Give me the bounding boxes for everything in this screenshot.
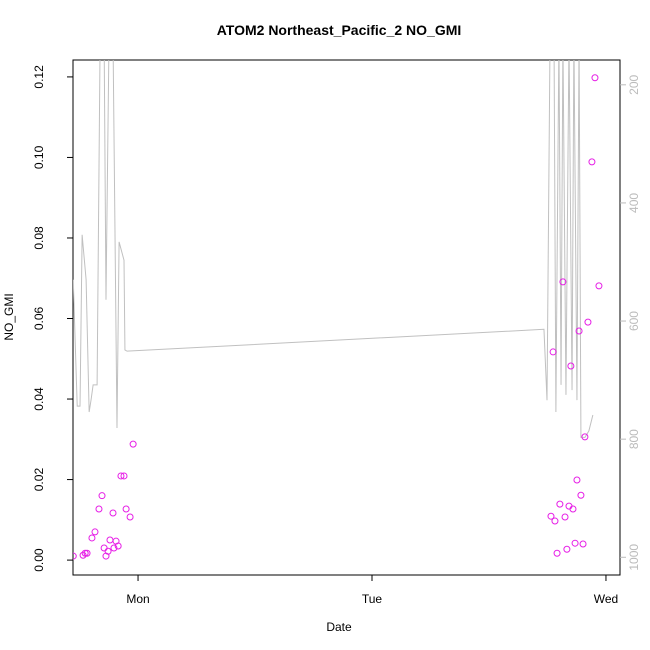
y-tick-label: 0.08 [32, 226, 46, 250]
point [110, 544, 118, 552]
point [591, 74, 599, 82]
point [81, 549, 89, 557]
line [73, 60, 594, 438]
point [122, 505, 130, 513]
y2-tick-label: 1000 [627, 544, 641, 571]
y-tick-label: 0.00 [32, 548, 46, 572]
point [579, 540, 587, 548]
point [569, 505, 577, 513]
point [571, 539, 579, 547]
point [561, 513, 569, 521]
point [595, 282, 603, 290]
point [126, 513, 134, 521]
x-tick-label: Tue [362, 592, 383, 606]
point [577, 491, 585, 499]
y-tick-label: 0.02 [32, 468, 46, 492]
point [104, 547, 112, 555]
point [549, 348, 557, 356]
point [91, 528, 99, 536]
point [584, 318, 592, 326]
plot-area [73, 60, 603, 560]
point [129, 440, 137, 448]
point [120, 472, 128, 480]
chart-title: ATOM2 Northeast_Pacific_2 NO_GMI [217, 22, 462, 38]
point [117, 472, 125, 480]
plot-frame [72, 59, 621, 576]
point [573, 476, 581, 484]
y2-tick-label: 600 [627, 311, 641, 331]
y-tick-label: 0.12 [32, 65, 46, 89]
point [114, 542, 122, 550]
point [567, 362, 575, 370]
point [551, 517, 559, 525]
y-tick-label: 0.10 [32, 145, 46, 169]
x-tick-label: Wed [594, 592, 618, 606]
point [100, 544, 108, 552]
point [88, 534, 96, 542]
point [588, 158, 596, 166]
y2-tick-label: 400 [627, 193, 641, 213]
point [79, 551, 87, 559]
y-tick-label: 0.04 [32, 387, 46, 411]
point [109, 509, 117, 517]
y2-tick-label: 200 [627, 74, 641, 94]
y2-tick-label: 800 [627, 429, 641, 449]
y-tick-label: 0.06 [32, 307, 46, 331]
point [547, 512, 555, 520]
y-axis-label: NO_GMI [2, 293, 16, 340]
point [575, 327, 583, 335]
point [563, 545, 571, 553]
point [73, 552, 77, 560]
point [98, 492, 106, 500]
point [95, 505, 103, 513]
point [581, 433, 589, 441]
point [556, 500, 564, 508]
x-axis-label: Date [326, 620, 352, 634]
point [83, 549, 91, 557]
point [559, 278, 567, 286]
x-tick-label: Mon [126, 592, 149, 606]
point [106, 536, 114, 544]
point [553, 549, 561, 557]
